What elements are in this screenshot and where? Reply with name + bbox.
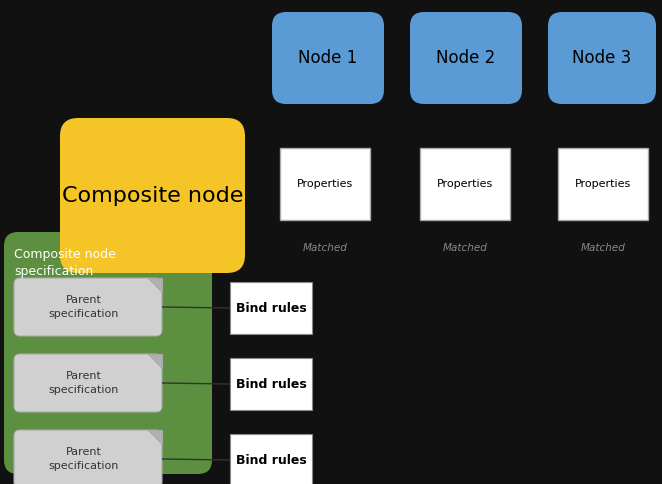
Polygon shape xyxy=(148,278,162,292)
Text: Matched: Matched xyxy=(303,243,348,253)
Bar xyxy=(420,148,510,220)
Polygon shape xyxy=(148,354,162,368)
Bar xyxy=(230,434,312,484)
FancyBboxPatch shape xyxy=(14,430,162,484)
Text: Node 2: Node 2 xyxy=(436,49,496,67)
Text: Properties: Properties xyxy=(297,179,353,189)
FancyBboxPatch shape xyxy=(272,12,384,104)
Text: Parent
specification: Parent specification xyxy=(49,295,119,318)
Bar xyxy=(280,148,370,220)
Text: Matched: Matched xyxy=(581,243,626,253)
FancyBboxPatch shape xyxy=(14,278,162,336)
Bar xyxy=(230,282,312,334)
Text: Parent
specification: Parent specification xyxy=(49,371,119,394)
Text: Composite node
specification: Composite node specification xyxy=(14,248,116,278)
Text: Bind rules: Bind rules xyxy=(236,378,307,391)
FancyBboxPatch shape xyxy=(14,354,162,412)
Text: Parent
specification: Parent specification xyxy=(49,447,119,470)
Text: Node 1: Node 1 xyxy=(299,49,357,67)
Text: Node 3: Node 3 xyxy=(573,49,632,67)
Text: Composite node: Composite node xyxy=(62,185,243,206)
Text: Bind rules: Bind rules xyxy=(236,302,307,315)
Bar xyxy=(230,358,312,410)
Text: Matched: Matched xyxy=(443,243,487,253)
Text: Bind rules: Bind rules xyxy=(236,454,307,467)
Bar xyxy=(558,148,648,220)
Text: Properties: Properties xyxy=(575,179,631,189)
FancyBboxPatch shape xyxy=(410,12,522,104)
FancyBboxPatch shape xyxy=(548,12,656,104)
FancyBboxPatch shape xyxy=(4,232,212,474)
FancyBboxPatch shape xyxy=(60,118,245,273)
Text: Properties: Properties xyxy=(437,179,493,189)
Polygon shape xyxy=(148,430,162,444)
